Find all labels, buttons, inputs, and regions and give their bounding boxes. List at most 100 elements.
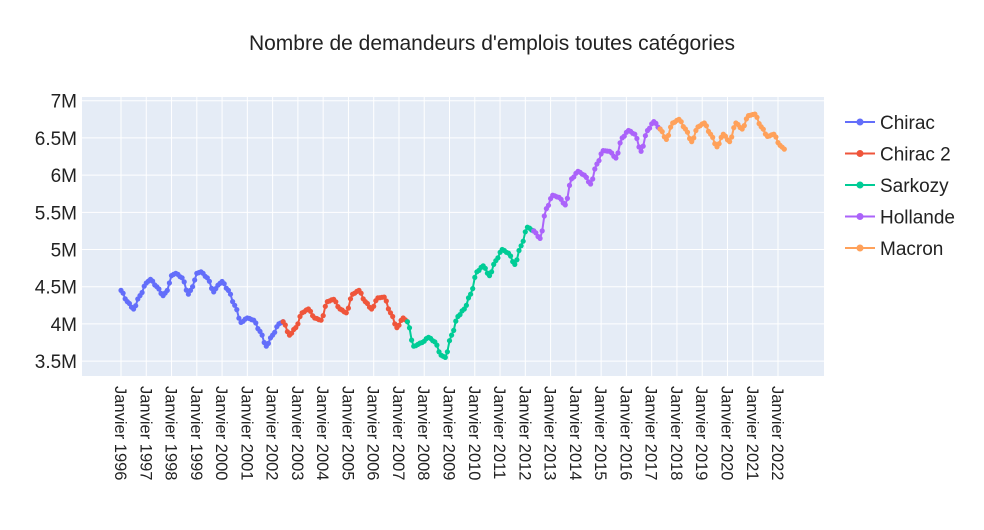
x-tick-label: Janvier 2015 <box>591 386 609 480</box>
data-point <box>253 320 259 326</box>
data-point <box>668 124 674 130</box>
data-point <box>615 150 621 156</box>
legend-label: Chirac 2 <box>880 145 951 166</box>
legend-item[interactable]: Hollande <box>845 208 955 229</box>
series-hollande <box>531 119 663 241</box>
data-point <box>754 114 760 120</box>
legend-marker <box>856 118 864 126</box>
x-tick-label: Janvier 2016 <box>616 386 634 480</box>
x-tick-label: Janvier 2008 <box>414 386 432 480</box>
legend-marker <box>856 181 864 189</box>
data-point <box>781 146 787 152</box>
y-tick-label: 5.5M <box>35 203 77 224</box>
data-point <box>590 176 596 182</box>
data-point <box>164 287 170 293</box>
data-point <box>564 195 571 201</box>
data-point <box>562 202 568 208</box>
data-point <box>678 119 684 125</box>
legend[interactable]: Chirac Chirac 2 Sarkozy Hollande Macron <box>845 113 955 260</box>
data-point <box>383 298 389 304</box>
data-point <box>371 303 377 309</box>
data-point <box>236 315 242 321</box>
data-point <box>691 135 697 141</box>
data-point <box>545 202 552 208</box>
legend-label: Hollande <box>880 208 955 229</box>
x-tick-label: Janvier 2000 <box>212 386 230 480</box>
data-point <box>449 332 455 338</box>
data-point <box>156 286 162 292</box>
x-tick-label: Janvier 1999 <box>187 386 205 480</box>
data-point <box>272 329 278 335</box>
data-point <box>139 289 145 296</box>
data-point <box>470 286 476 292</box>
data-point <box>613 155 619 161</box>
data-point <box>663 136 670 142</box>
data-point <box>446 338 453 344</box>
x-tick-label: Janvier 2010 <box>465 386 483 480</box>
x-tick-label: Janvier 2005 <box>338 386 356 480</box>
data-point <box>731 125 737 131</box>
data-point <box>482 265 488 271</box>
data-point <box>390 313 396 320</box>
data-point <box>358 290 364 296</box>
data-point <box>150 278 156 284</box>
series-chirac-2 <box>280 287 410 338</box>
data-point <box>472 274 478 280</box>
data-point <box>166 280 172 286</box>
data-point <box>133 303 139 309</box>
data-point <box>665 132 672 138</box>
data-point <box>345 305 351 311</box>
data-point <box>760 126 766 132</box>
data-point <box>206 278 212 284</box>
data-point <box>647 125 653 131</box>
gridlines <box>82 97 824 376</box>
data-point <box>343 310 349 316</box>
x-tick-label: Janvier 2019 <box>692 386 710 480</box>
data-point <box>495 255 501 261</box>
x-tick-label: Janvier 2013 <box>541 386 559 480</box>
legend-item[interactable]: Chirac <box>845 113 935 134</box>
data-point <box>409 337 415 343</box>
data-point <box>516 247 522 254</box>
y-tick-label: 6.5M <box>35 129 77 150</box>
legend-item[interactable]: Macron <box>845 239 943 260</box>
data-point <box>489 269 495 275</box>
data-point <box>347 296 354 302</box>
data-point <box>444 349 450 355</box>
data-point <box>659 129 665 135</box>
data-point <box>684 129 691 135</box>
data-point <box>634 135 640 142</box>
data-point <box>588 181 594 187</box>
data-point <box>221 281 227 287</box>
data-point <box>592 166 598 172</box>
data-point <box>190 284 196 290</box>
y-tick-label: 3.5M <box>35 352 77 373</box>
series-macron <box>657 111 787 152</box>
x-tick-label: Janvier 2022 <box>768 386 786 480</box>
data-point <box>463 302 469 308</box>
data-point <box>512 261 518 267</box>
data-point <box>716 141 722 147</box>
data-point <box>541 213 547 219</box>
data-point <box>703 123 710 129</box>
data-point <box>453 318 459 324</box>
y-tick-label: 4M <box>51 315 77 336</box>
legend-item[interactable]: Sarkozy <box>845 176 949 197</box>
data-point <box>192 277 198 283</box>
x-tick-label: Janvier 2003 <box>288 386 306 480</box>
data-point <box>381 294 387 300</box>
data-point <box>596 158 602 164</box>
data-point <box>710 134 716 140</box>
x-tick-label: Janvier 2009 <box>440 386 458 480</box>
data-point <box>514 257 520 263</box>
x-tick-label: Janvier 2007 <box>389 386 407 480</box>
x-tick-label: Janvier 2014 <box>566 386 584 480</box>
legend-item[interactable]: Chirac 2 <box>845 145 951 166</box>
y-axis: 3.5M 4M 4.5M 5M 5.5M 6M 6.5M 7M <box>35 92 77 373</box>
data-point <box>333 299 339 305</box>
data-point <box>640 143 646 149</box>
legend-label: Macron <box>880 239 943 260</box>
data-point <box>234 307 240 313</box>
x-tick-label: Janvier 2002 <box>263 386 281 480</box>
data-point <box>518 243 524 249</box>
